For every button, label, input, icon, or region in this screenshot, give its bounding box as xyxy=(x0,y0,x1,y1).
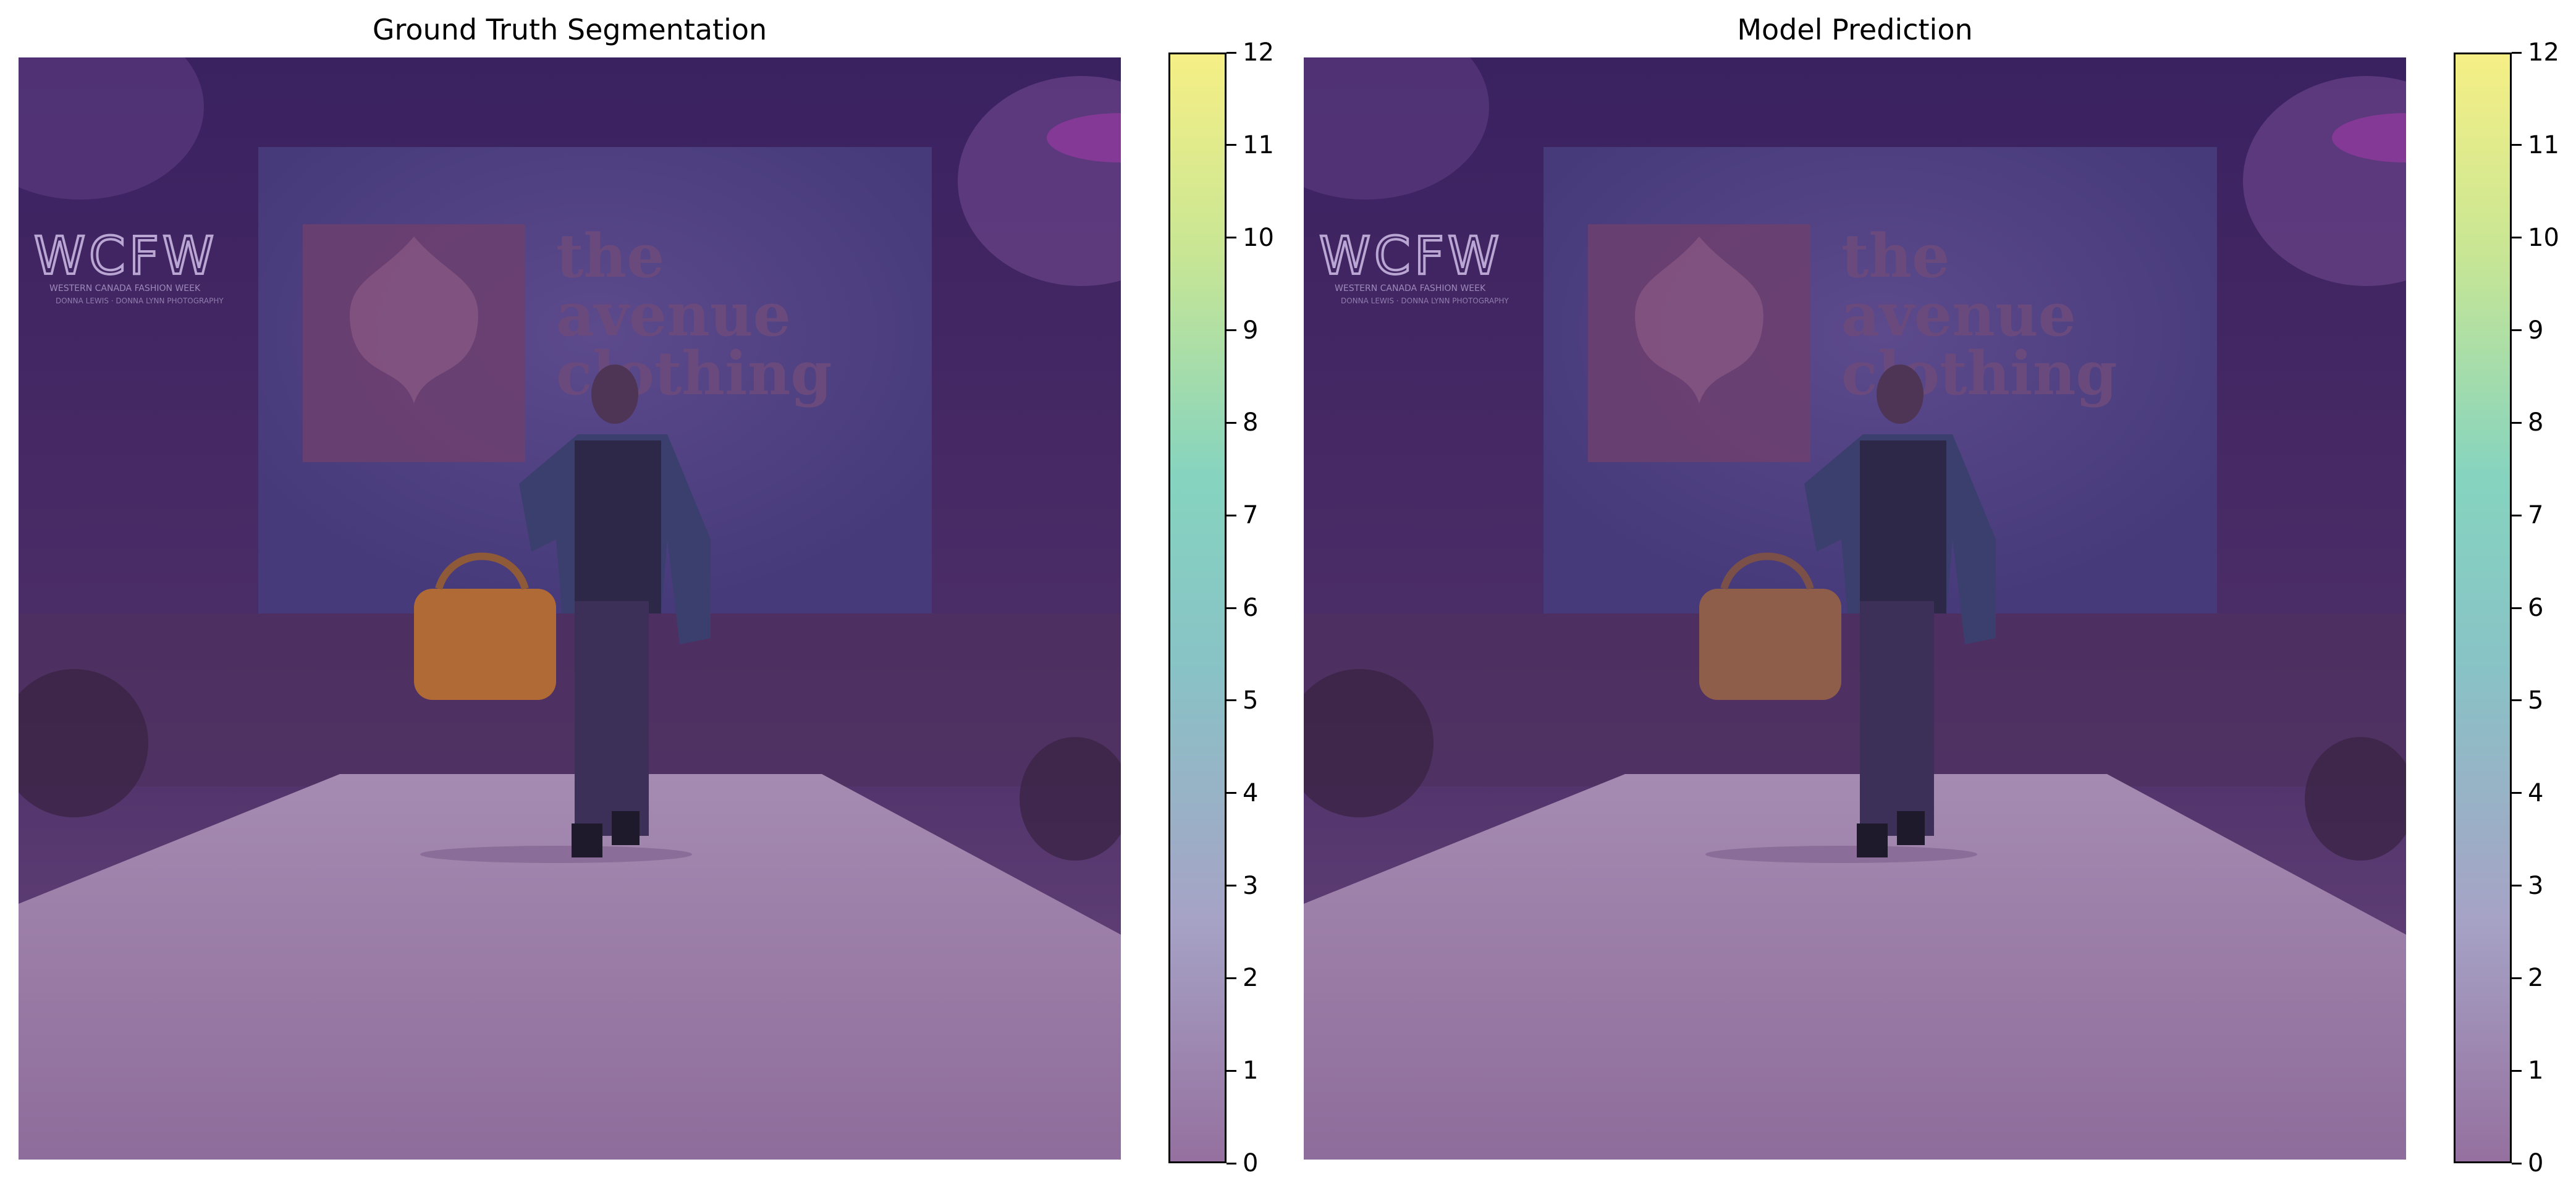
colorbar-tick-label: 7 xyxy=(1243,501,1259,530)
colorbar-model-prediction xyxy=(2454,53,2512,1163)
colorbar-tick-label: 5 xyxy=(1243,686,1259,715)
colorbar-tick-label: 4 xyxy=(1243,778,1259,807)
ground-truth-image: the avenue clothing WCFW WESTERN CANADA … xyxy=(19,57,1121,1160)
colorbar-tick-label: 6 xyxy=(2528,594,2544,622)
colorbar-tick-label: 10 xyxy=(2528,223,2559,252)
colorbar-ground-truth xyxy=(1168,53,1227,1163)
colorbar-tick-label: 9 xyxy=(2528,316,2544,345)
colorbar-tick-label: 0 xyxy=(2528,1149,2544,1177)
colorbar-tick-label: 12 xyxy=(1243,38,1274,67)
colorbar-tick-label: 8 xyxy=(2528,408,2544,437)
screen-text-line1: the xyxy=(556,221,664,291)
colorbar-tick-label: 1 xyxy=(2528,1056,2544,1085)
colorbar-tick-label: 11 xyxy=(2528,130,2559,159)
colorbar-tick-label: 0 xyxy=(1243,1149,1259,1177)
colorbar-tick-label: 12 xyxy=(2528,38,2559,67)
colorbar-tick-label: 9 xyxy=(1243,316,1259,345)
colorbar-tick-label: 3 xyxy=(1243,871,1259,900)
runway-photo-overlay: the avenue clothing WCFW WESTERN CANADA … xyxy=(1304,57,2406,1160)
screen-text-line1: the xyxy=(1841,221,1949,291)
screen-text-line2: avenue xyxy=(1841,280,2076,350)
colorbar-ticks-model-prediction: 12 11 10 9 8 7 6 5 4 3 2 1 0 xyxy=(2512,39,2576,1177)
colorbar-tick-label: 7 xyxy=(2528,501,2544,530)
panel-title-model-prediction: Model Prediction xyxy=(1737,13,1973,46)
logo-sub2: DONNA LEWIS · DONNA LYNN PHOTOGRAPHY xyxy=(56,297,224,305)
screen-text-line2: avenue xyxy=(556,280,791,350)
logo-text: WCFW xyxy=(34,225,217,286)
colorbar-tick-label: 5 xyxy=(2528,686,2544,715)
runway-photo-overlay: the avenue clothing WCFW WESTERN CANADA … xyxy=(19,57,1121,1160)
colorbar-tick-label: 4 xyxy=(2528,778,2544,807)
colorbar-tick-label: 11 xyxy=(1243,130,1274,159)
colorbar-tick-label: 8 xyxy=(1243,408,1259,437)
colorbar-tick-label: 1 xyxy=(1243,1056,1259,1085)
colorbar-tick-label: 10 xyxy=(1243,223,1274,252)
colorbar-ticks-ground-truth: 12 11 10 9 8 7 6 5 4 3 2 1 0 xyxy=(1227,39,1301,1177)
colorbar-tick-label: 6 xyxy=(1243,594,1259,622)
logo-sub1: WESTERN CANADA FASHION WEEK xyxy=(49,284,201,293)
logo-sub1: WESTERN CANADA FASHION WEEK xyxy=(1335,284,1486,293)
colorbar-tick-label: 2 xyxy=(2528,964,2544,993)
panel-title-ground-truth: Ground Truth Segmentation xyxy=(372,13,767,46)
colorbar-tick-label: 2 xyxy=(1243,964,1259,993)
colorbar-tick-label: 3 xyxy=(2528,871,2544,900)
logo-sub2: DONNA LEWIS · DONNA LYNN PHOTOGRAPHY xyxy=(1341,297,1509,305)
logo-text: WCFW xyxy=(1319,225,1503,286)
model-prediction-image: the avenue clothing WCFW WESTERN CANADA … xyxy=(1304,57,2406,1160)
